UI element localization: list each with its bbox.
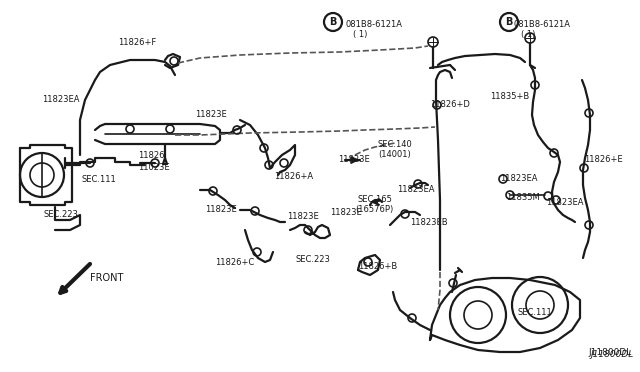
Text: B: B — [506, 17, 513, 27]
Text: (14001): (14001) — [378, 150, 411, 159]
Text: 081B8-6121A: 081B8-6121A — [345, 20, 402, 29]
Text: 11826+D: 11826+D — [430, 100, 470, 109]
Text: 11823EA: 11823EA — [546, 198, 584, 207]
Text: 11826+F: 11826+F — [118, 38, 156, 47]
Text: 11823EA: 11823EA — [500, 174, 538, 183]
Text: 11826+E: 11826+E — [584, 155, 623, 164]
Text: J11800DL: J11800DL — [588, 348, 631, 357]
Text: 11823EA: 11823EA — [42, 95, 79, 104]
Text: ( 1): ( 1) — [353, 30, 367, 39]
Text: SEC.165: SEC.165 — [358, 195, 393, 204]
Text: FRONT: FRONT — [90, 273, 124, 283]
Text: 11835+B: 11835+B — [490, 92, 529, 101]
Text: SEC.111: SEC.111 — [518, 308, 553, 317]
Text: ( 1): ( 1) — [521, 30, 536, 39]
Text: 11823E: 11823E — [287, 212, 319, 221]
Text: 11835M: 11835M — [506, 193, 540, 202]
Text: SEC.223: SEC.223 — [295, 255, 330, 264]
Text: B: B — [330, 17, 337, 27]
Text: 11823E: 11823E — [195, 110, 227, 119]
Text: SEC.223: SEC.223 — [43, 210, 78, 219]
Text: 11823EB: 11823EB — [410, 218, 447, 227]
Text: 11823E: 11823E — [330, 208, 362, 217]
Text: 081B8-6121A: 081B8-6121A — [513, 20, 570, 29]
Text: 11823EA: 11823EA — [397, 185, 435, 194]
Text: SEC.140: SEC.140 — [378, 140, 413, 149]
Text: SEC.111: SEC.111 — [82, 175, 116, 184]
Text: 11826+A: 11826+A — [274, 172, 313, 181]
Text: J11800DL: J11800DL — [590, 350, 633, 359]
Text: 11826+C: 11826+C — [215, 258, 254, 267]
Text: 11023E: 11023E — [138, 163, 170, 172]
Text: 11823E: 11823E — [205, 205, 237, 214]
Text: 11826: 11826 — [138, 151, 164, 160]
Text: (16576P): (16576P) — [355, 205, 393, 214]
Text: 11826+B: 11826+B — [358, 262, 397, 271]
Text: 11823E: 11823E — [338, 155, 370, 164]
